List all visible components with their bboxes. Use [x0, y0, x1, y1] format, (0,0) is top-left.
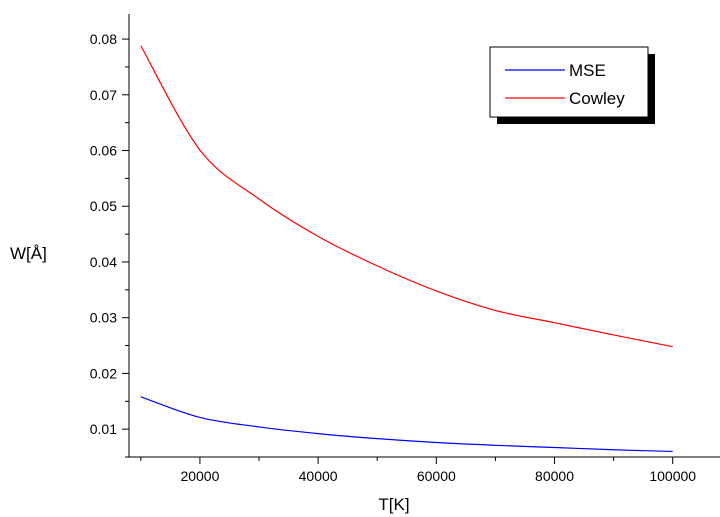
legend-label-mse: MSE [569, 61, 606, 80]
y-tick-label: 0.02 [90, 365, 117, 381]
y-tick-label: 0.08 [90, 31, 117, 47]
series-line-cowley [140, 45, 673, 348]
legend-box [489, 46, 649, 118]
legend-label-cowley: Cowley [569, 89, 625, 108]
y-tick-label: 0.07 [90, 87, 117, 103]
x-tick-label: 80000 [535, 468, 574, 484]
x-axis-label: T[K] [378, 495, 409, 514]
x-tick-label: 40000 [299, 468, 338, 484]
series-line-mse [140, 396, 673, 453]
y-tick-label: 0.04 [90, 254, 117, 270]
axis-ticks [122, 38, 674, 464]
y-tick-label: 0.06 [90, 143, 117, 159]
legend: MSE Cowley [489, 46, 655, 124]
y-tick-label: 0.05 [90, 198, 117, 214]
y-axis-label: W[Å] [10, 244, 47, 263]
x-tick-label: 20000 [180, 468, 219, 484]
y-tick-label: 0.01 [90, 421, 117, 437]
series-group [140, 45, 673, 453]
x-tick-label: 100000 [649, 468, 696, 484]
y-tick-label: 0.03 [90, 310, 117, 326]
x-tick-label: 60000 [417, 468, 456, 484]
tick-labels: 20000 40000 60000 80000 100000 0.01 0.02 0.03 0.… [90, 31, 697, 484]
